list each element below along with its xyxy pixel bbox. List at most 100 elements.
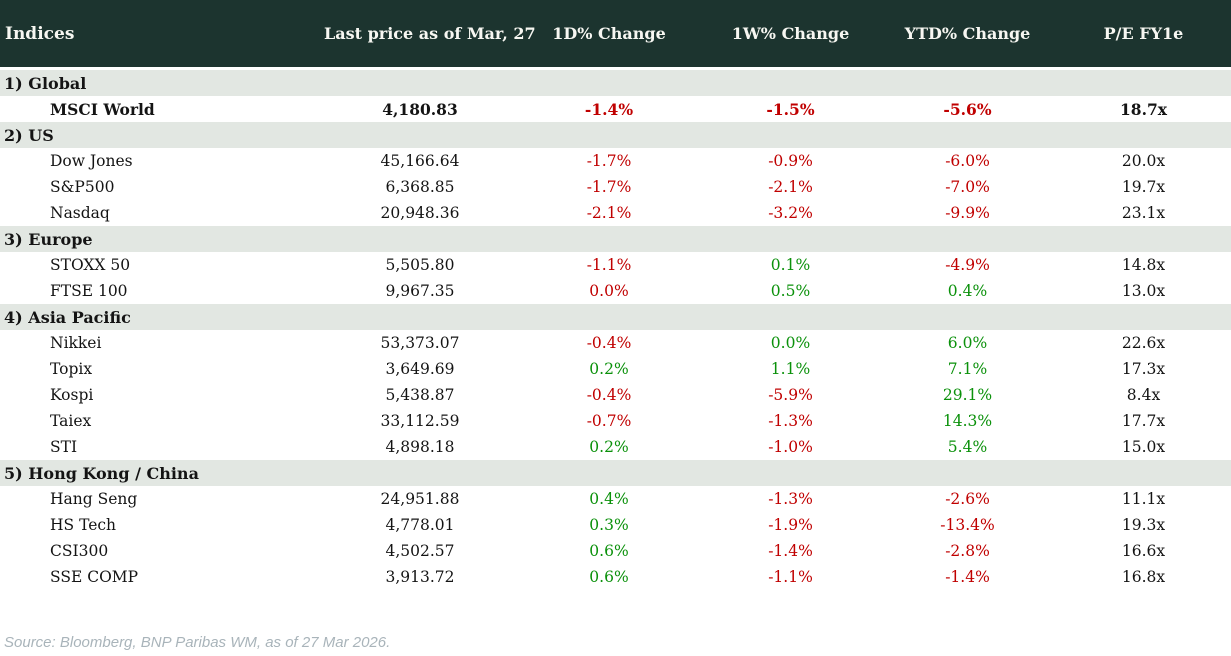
pe-ratio: 14.8x (1121, 256, 1166, 274)
last-price: 20,948.36 (380, 204, 460, 222)
change-1w: -2.1% (768, 178, 813, 196)
change-1w: -1.3% (768, 490, 813, 508)
column-header-1w-change: 1W% Change (731, 24, 850, 43)
index-name: STI (50, 438, 78, 456)
pe-ratio: 20.0x (1121, 152, 1166, 170)
index-name: Topix (50, 360, 93, 378)
table-header-row: Indices Last price as of Mar, 27 1D% Cha… (0, 0, 1231, 67)
pe-ratio: 13.0x (1121, 282, 1166, 300)
change-1w: 1.1% (770, 360, 811, 378)
section-header-row: 4) Asia Pacific (0, 304, 1231, 330)
pe-ratio: 15.0x (1121, 438, 1166, 456)
section-label: 3) Europe (4, 229, 93, 249)
pe-ratio: 17.3x (1121, 360, 1166, 378)
change-1w: 0.5% (770, 282, 811, 300)
change-ytd: -9.9% (945, 204, 990, 222)
index-name: SSE COMP (50, 568, 139, 586)
index-name: CSI300 (50, 542, 109, 560)
table-row: MSCI World 4,180.83 -1.4% -1.5% -5.6% 18… (0, 96, 1231, 122)
section-label: 2) US (4, 125, 54, 145)
index-name: STOXX 50 (50, 256, 131, 274)
change-1w: 0.1% (770, 256, 811, 274)
column-header-last-price: Last price as of Mar, 27 (324, 24, 536, 43)
change-1d: 0.4% (589, 490, 629, 508)
change-1w: -3.2% (768, 204, 813, 222)
change-1d: -0.7% (586, 412, 632, 430)
table-row: FTSE 100 9,967.35 0.0% 0.5% 0.4% 13.0x (0, 278, 1231, 304)
column-header-pe: P/E FY1e (1103, 24, 1184, 43)
table-row: Kospi 5,438.87 -0.4% -5.9% 29.1% 8.4x (0, 382, 1231, 408)
change-1d: 0.2% (589, 438, 629, 456)
change-1d: -2.1% (586, 204, 632, 222)
pe-ratio: 22.6x (1121, 334, 1166, 352)
pe-ratio: 16.8x (1121, 568, 1166, 586)
index-name: S&P500 (50, 178, 115, 196)
header-divider (0, 67, 1231, 70)
table-row: Dow Jones 45,166.64 -1.7% -0.9% -6.0% 20… (0, 148, 1231, 174)
pe-ratio: 19.3x (1121, 516, 1166, 534)
table-row: STI 4,898.18 0.2% -1.0% 5.4% 15.0x (0, 434, 1231, 460)
last-price: 6,368.85 (385, 178, 455, 196)
change-ytd: 0.4% (947, 282, 988, 300)
last-price: 24,951.88 (380, 490, 460, 508)
table-row: S&P500 6,368.85 -1.7% -2.1% -7.0% 19.7x (0, 174, 1231, 200)
table-title: Indices (5, 23, 75, 44)
index-name: Taiex (50, 412, 92, 430)
change-ytd: -13.4% (940, 516, 995, 534)
column-header-1d-change: 1D% Change (552, 24, 666, 43)
index-name: HS Tech (50, 516, 117, 534)
section-header-row: 2) US (0, 122, 1231, 148)
table-row: HS Tech 4,778.01 0.3% -1.9% -13.4% 19.3x (0, 512, 1231, 538)
change-1d: 0.6% (589, 568, 629, 586)
table-row: Nasdaq 20,948.36 -2.1% -3.2% -9.9% 23.1x (0, 200, 1231, 226)
index-name: Nikkei (50, 334, 102, 352)
table-row: STOXX 50 5,505.80 -1.1% 0.1% -4.9% 14.8x (0, 252, 1231, 278)
last-price: 5,438.87 (385, 386, 455, 404)
last-price: 4,778.01 (385, 516, 455, 534)
pe-ratio: 18.7x (1120, 99, 1167, 119)
section-label: 5) Hong Kong / China (4, 463, 199, 483)
change-1w: -1.4% (768, 542, 813, 560)
change-ytd: 6.0% (947, 334, 988, 352)
change-ytd: -7.0% (945, 178, 990, 196)
table-body: 1) Global MSCI World 4,180.83 -1.4% -1.5… (0, 70, 1231, 590)
table-row: Topix 3,649.69 0.2% 1.1% 7.1% 17.3x (0, 356, 1231, 382)
change-1d: -0.4% (586, 334, 632, 352)
change-1d: 0.3% (589, 516, 629, 534)
change-1w: 0.0% (770, 334, 811, 352)
change-1w: -0.9% (768, 152, 813, 170)
last-price: 45,166.64 (380, 152, 460, 170)
change-1d: 0.6% (589, 542, 629, 560)
change-ytd: -6.0% (945, 152, 990, 170)
change-ytd: 29.1% (942, 386, 993, 404)
change-1d: 0.2% (589, 360, 629, 378)
last-price: 3,913.72 (385, 568, 455, 586)
change-1w: -1.5% (766, 99, 815, 119)
table-row: Taiex 33,112.59 -0.7% -1.3% 14.3% 17.7x (0, 408, 1231, 434)
last-price: 33,112.59 (380, 412, 460, 430)
index-name: Kospi (50, 386, 94, 404)
last-price: 9,967.35 (385, 282, 455, 300)
change-ytd: 5.4% (947, 438, 988, 456)
change-1w: -1.0% (768, 438, 813, 456)
pe-ratio: 11.1x (1121, 490, 1166, 508)
change-1d: -1.4% (584, 99, 634, 119)
section-label: 1) Global (4, 73, 87, 93)
last-price: 53,373.07 (380, 334, 460, 352)
change-1d: 0.0% (589, 282, 629, 300)
index-name: Dow Jones (50, 152, 133, 170)
table-row: Nikkei 53,373.07 -0.4% 0.0% 6.0% 22.6x (0, 330, 1231, 356)
last-price: 4,898.18 (385, 438, 455, 456)
column-header-ytd-change: YTD% Change (904, 24, 1031, 43)
change-1d: -1.1% (586, 256, 632, 274)
change-ytd: -4.9% (945, 256, 990, 274)
change-1w: -1.1% (768, 568, 813, 586)
index-name: FTSE 100 (50, 282, 128, 300)
pe-ratio: 19.7x (1121, 178, 1166, 196)
change-1d: -1.7% (586, 178, 632, 196)
change-ytd: -2.8% (945, 542, 990, 560)
last-price: 4,502.57 (385, 542, 455, 560)
table-row: SSE COMP 3,913.72 0.6% -1.1% -1.4% 16.8x (0, 564, 1231, 590)
change-ytd: -5.6% (943, 99, 992, 119)
